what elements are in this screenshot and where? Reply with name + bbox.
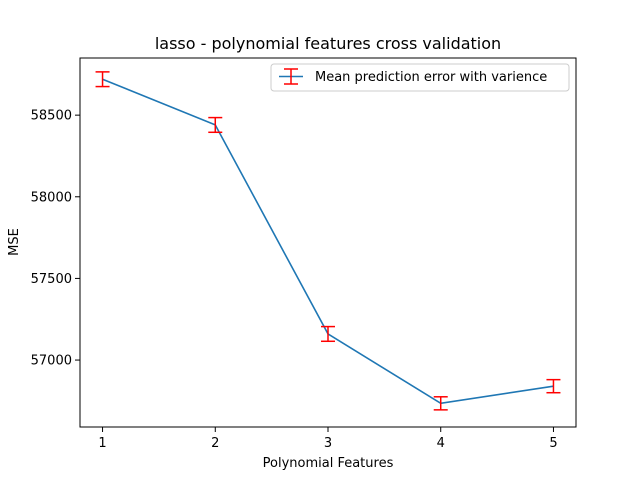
y-tick-label: 58000	[31, 190, 72, 205]
x-tick-label: 3	[324, 436, 332, 451]
x-tick-label: 1	[98, 436, 106, 451]
x-axis-label: Polynomial Features	[263, 456, 394, 471]
y-tick-label: 57000	[31, 354, 72, 369]
axes-frame	[79, 57, 577, 428]
legend-entry: Mean prediction error with varience	[315, 70, 547, 85]
legend: Mean prediction error with varience	[270, 63, 570, 92]
x-tick-label: 5	[549, 436, 557, 451]
y-axis: 57000 57500 58000 58500	[31, 109, 80, 369]
x-axis: 1 2 3 4 5	[98, 427, 558, 451]
series-layer	[95, 71, 561, 411]
y-axis-label: MSE	[7, 228, 22, 256]
y-tick-label: 58500	[31, 109, 72, 124]
x-tick-label: 2	[211, 436, 219, 451]
series-line	[102, 78, 554, 405]
plot-area	[79, 57, 577, 428]
x-tick-label: 4	[437, 436, 445, 451]
chart-title: lasso - polynomial features cross valida…	[155, 34, 501, 53]
y-tick-label: 57500	[31, 272, 72, 287]
legend-box	[270, 63, 570, 92]
